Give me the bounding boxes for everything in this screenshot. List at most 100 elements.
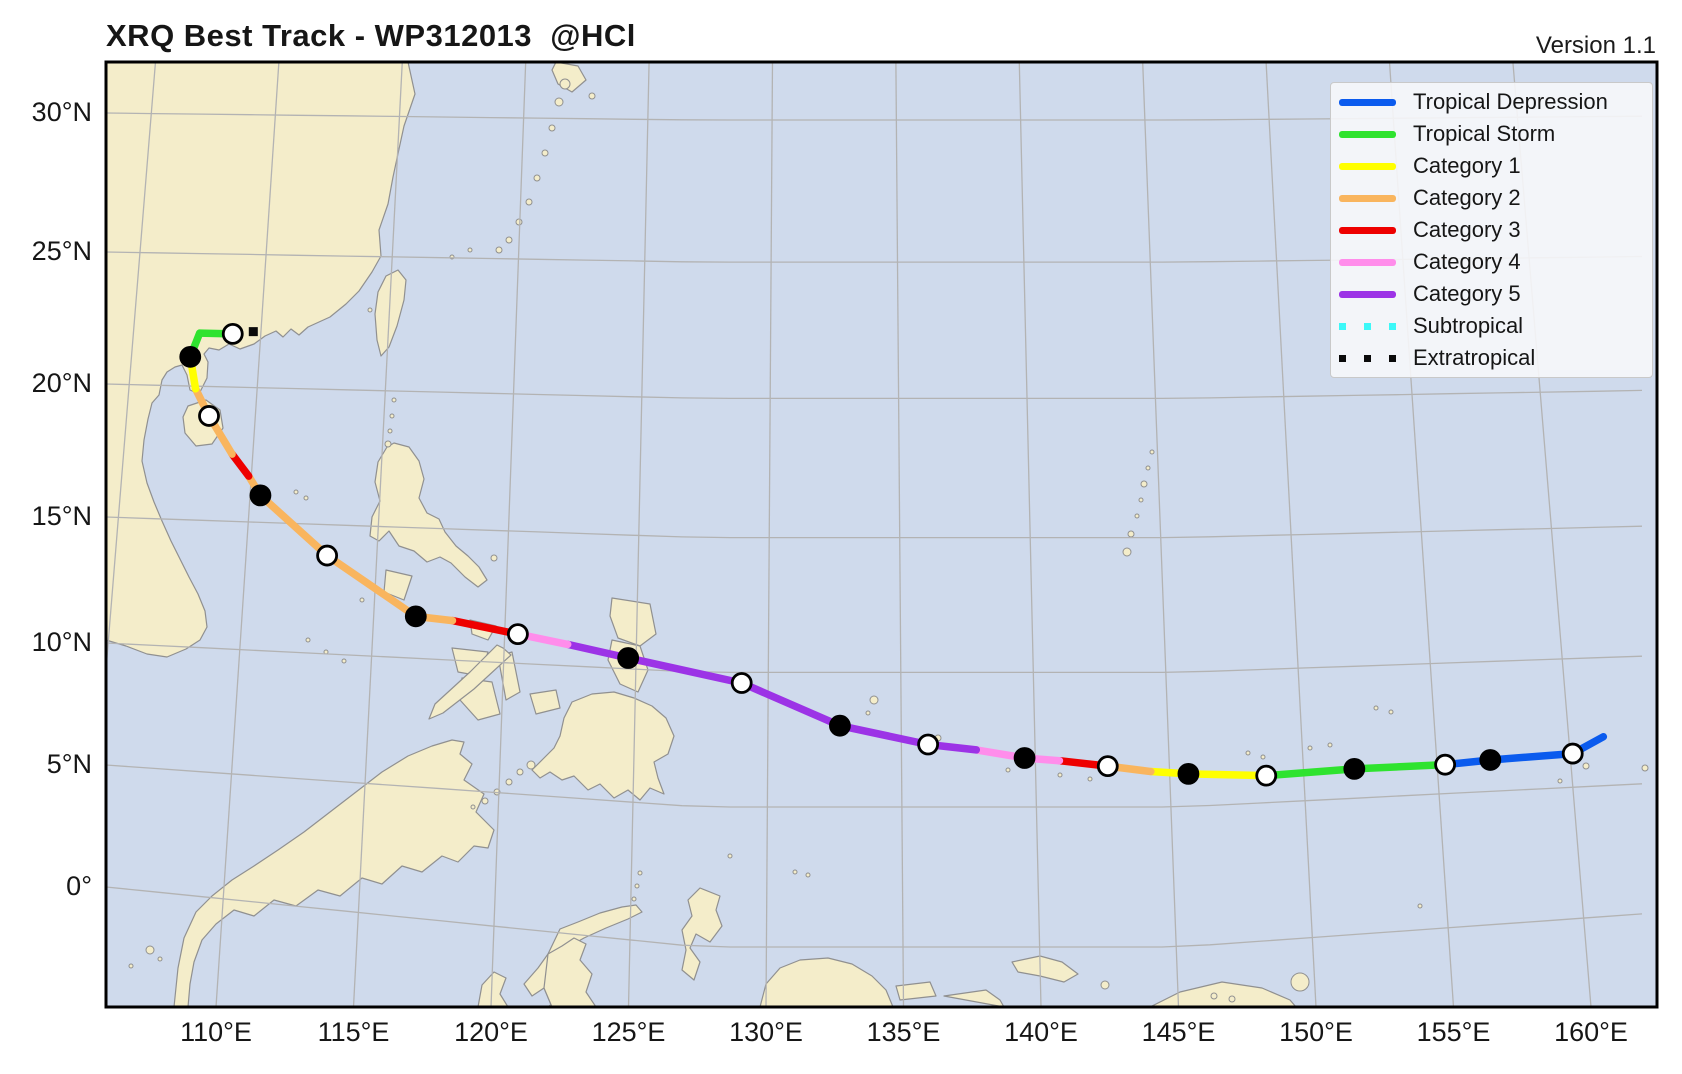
- small-island: [634, 883, 640, 889]
- landmass: [895, 981, 937, 1001]
- gridline-meridian: [765, 62, 774, 1007]
- small-island: [1228, 995, 1236, 1003]
- small-island: [305, 637, 311, 643]
- small-island: [128, 963, 134, 969]
- gridline-parallel: [106, 886, 1643, 948]
- small-island: [1582, 762, 1590, 770]
- small-island: [384, 440, 392, 448]
- track-point-black-dot: [1177, 762, 1200, 785]
- legend-swatch-c3: [1339, 226, 1396, 234]
- landmass: [428, 644, 512, 720]
- small-island: [341, 658, 347, 664]
- track-segment: [1486, 749, 1577, 764]
- gridline-meridian: [1142, 62, 1180, 1007]
- track-point-white-dot: [221, 322, 244, 345]
- legend-swatch-c4: [1339, 258, 1396, 266]
- version-label: Version 1.1: [1535, 32, 1656, 59]
- small-island: [515, 218, 523, 226]
- landmass: [1011, 955, 1079, 983]
- small-island: [467, 247, 473, 253]
- small-island: [637, 870, 643, 876]
- small-island: [157, 956, 163, 962]
- track-point-black-dot: [249, 484, 272, 507]
- small-island: [1122, 547, 1132, 557]
- small-island: [1388, 709, 1394, 715]
- track-segment: [448, 616, 522, 638]
- small-island: [367, 307, 373, 313]
- small-island: [1245, 750, 1251, 756]
- y-tick-label: 15°N: [31, 501, 92, 531]
- small-island: [1138, 497, 1144, 503]
- x-tick-label: 135°E: [866, 1017, 941, 1047]
- small-island: [387, 428, 393, 434]
- small-island: [1127, 530, 1135, 538]
- legend-item-ts: Tropical Storm: [1331, 119, 1652, 149]
- track-point-white-dot: [316, 544, 339, 567]
- legend-label: Extratropical: [1413, 345, 1536, 370]
- track-point-white-dot: [1096, 755, 1119, 778]
- small-island: [588, 92, 596, 100]
- small-island: [1145, 465, 1151, 471]
- track-segment: [836, 721, 932, 749]
- landmass: [759, 957, 894, 1007]
- small-island: [391, 397, 397, 403]
- landmass: [681, 887, 723, 981]
- track-point-black-dot: [829, 714, 851, 737]
- track-point-extratropical-square: [248, 327, 258, 337]
- gridline-meridian: [352, 62, 403, 1007]
- gridline-meridian: [1265, 62, 1317, 1007]
- small-island: [1327, 742, 1333, 748]
- x-tick-label: 125°E: [591, 1017, 666, 1047]
- track-point-white-dot: [506, 623, 529, 646]
- small-island: [1100, 980, 1110, 990]
- gridline-parallel: [106, 764, 1643, 808]
- small-island: [805, 872, 811, 878]
- gridline-meridian: [627, 62, 650, 1007]
- y-tick-label: 30°N: [31, 97, 92, 127]
- y-tick-label: 20°N: [31, 368, 92, 398]
- small-island: [145, 945, 155, 955]
- small-island: [869, 695, 879, 705]
- legend-item-td: Tropical Depression: [1331, 87, 1652, 117]
- track-point-white-dot: [730, 672, 753, 694]
- legend-item-c3: Category 3: [1331, 215, 1652, 245]
- track-point-black-dot: [179, 345, 202, 368]
- small-island: [1307, 745, 1313, 751]
- small-island: [559, 78, 571, 90]
- track-point-black-dot: [1013, 747, 1036, 769]
- x-tick-label: 110°E: [180, 1017, 252, 1047]
- gridline-parallel: [106, 516, 1643, 539]
- x-tick-label: 155°E: [1416, 1017, 1491, 1047]
- gridline-parallel: [106, 383, 1643, 400]
- y-tick-label: 5°N: [46, 749, 92, 779]
- landmass: [543, 937, 597, 1007]
- small-island: [548, 124, 556, 132]
- gridline-meridian: [215, 62, 280, 1007]
- small-island: [490, 554, 498, 562]
- x-tick-label: 150°E: [1279, 1017, 1353, 1047]
- small-island: [1373, 705, 1379, 711]
- legend-label: Category 3: [1413, 217, 1521, 242]
- small-island: [1149, 449, 1155, 455]
- small-island: [1005, 767, 1011, 773]
- track-point-white-dot: [917, 733, 940, 756]
- track-segment: [256, 491, 331, 560]
- small-island: [359, 597, 365, 603]
- small-island: [516, 768, 524, 776]
- small-island: [495, 246, 503, 254]
- small-island: [303, 495, 309, 501]
- small-island: [1557, 778, 1563, 784]
- landmass: [383, 569, 413, 601]
- legend-item-c4: Category 4: [1331, 247, 1652, 277]
- track-point-white-dot: [1255, 764, 1278, 787]
- gridline-meridian: [490, 62, 527, 1007]
- small-island: [792, 869, 798, 875]
- small-island: [631, 896, 637, 902]
- small-island: [1641, 764, 1649, 772]
- legend-label: Subtropical: [1413, 313, 1524, 338]
- x-tick-label: 160°E: [1554, 1017, 1628, 1047]
- y-tick-label: 25°N: [31, 236, 92, 266]
- legend-swatch-ts: [1339, 130, 1396, 138]
- landmass: [943, 989, 1005, 1007]
